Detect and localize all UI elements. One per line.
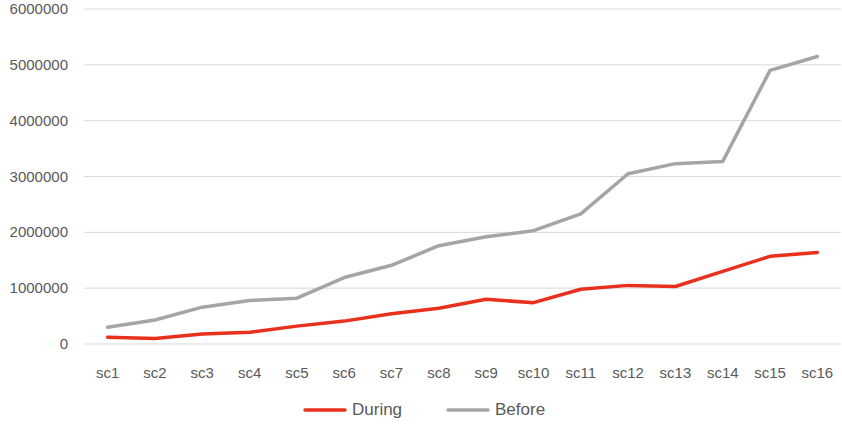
x-tick-label: sc2 [143,364,166,381]
grid-line [84,120,841,121]
y-tick-label: 1000000 [10,279,68,296]
chart-svg: 0 1000000 2000000 3000000 4000000 5000000 6000… [0,0,842,429]
x-tick-label: sc13 [660,364,692,381]
grid-line [84,288,841,289]
y-tick-label: 0 [60,335,68,352]
grid-line [84,176,841,177]
x-tick-label: sc8 [427,364,450,381]
y-tick-label: 5000000 [10,56,68,73]
grid-line [84,9,841,10]
grid-line [84,232,841,233]
plot-area [108,56,818,338]
legend-swatch [305,408,345,412]
y-tick-label: 6000000 [10,0,68,17]
x-axis-line [84,344,841,345]
grid-line [84,64,841,65]
x-tick-label: sc14 [707,364,739,381]
x-tick-label: sc3 [191,364,214,381]
x-tick-label: sc6 [333,364,356,381]
y-tick-label: 3000000 [10,168,68,185]
x-tick-label: sc11 [565,364,596,381]
y-tick-label: 2000000 [10,223,68,240]
x-tick-label: sc10 [518,364,550,381]
legend-label: During [352,400,402,419]
x-tick-label: sc7 [380,364,403,381]
legend-swatch [448,408,488,412]
series-line [108,56,818,327]
chart-container: 0 1000000 2000000 3000000 4000000 5000000 6000… [0,0,842,429]
x-tick-label: sc15 [754,364,786,381]
legend-label: Before [495,400,545,419]
x-tick-label: sc12 [612,364,644,381]
legend: During Before [305,400,545,419]
x-tick-label: sc4 [238,364,261,381]
series-line [108,252,818,338]
x-tick-label: sc1 [96,364,119,381]
x-tick-label: sc5 [285,364,308,381]
x-tick-label: sc9 [474,364,497,381]
x-tick-label: sc16 [802,364,834,381]
y-tick-label: 4000000 [10,112,68,129]
